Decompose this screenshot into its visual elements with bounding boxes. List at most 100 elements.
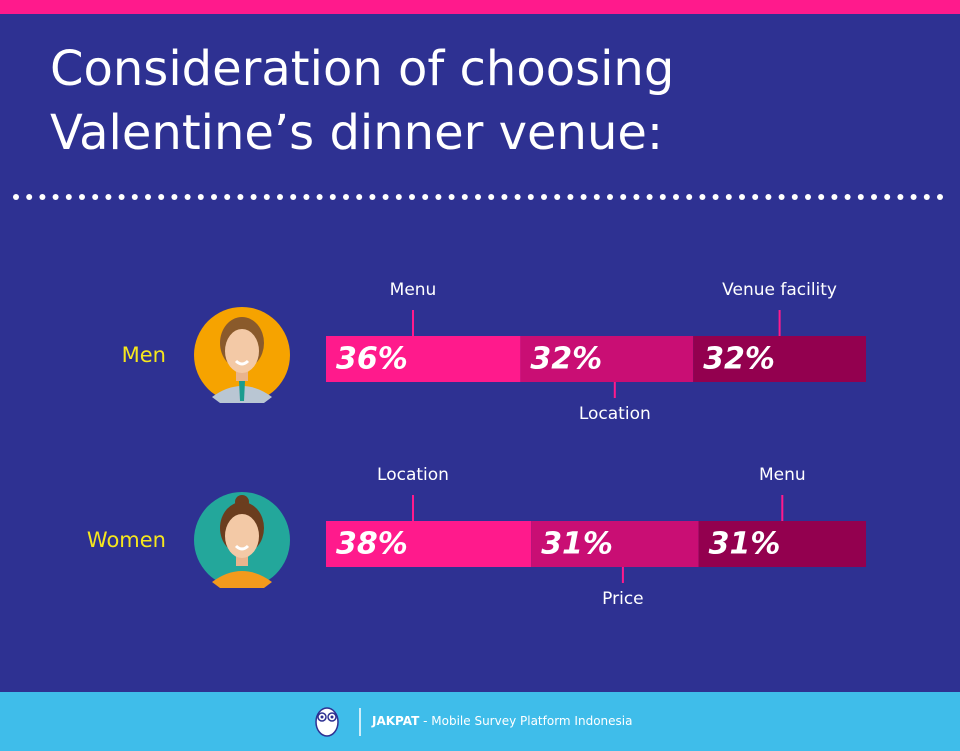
- dot: [461, 194, 468, 200]
- dot: [343, 194, 349, 200]
- value-label: 32%: [530, 342, 602, 377]
- dot: [646, 194, 653, 200]
- dot: [316, 194, 323, 200]
- value-label: 36%: [336, 342, 408, 377]
- dot: [26, 194, 33, 200]
- dot: [580, 194, 587, 200]
- dot: [263, 194, 270, 200]
- title-line: Valentine’s dinner venue:: [50, 105, 663, 161]
- dot: [725, 194, 732, 200]
- bar-segment: [520, 336, 694, 382]
- footer-bar: [0, 692, 960, 751]
- avatar-tie: [239, 381, 245, 401]
- dot: [290, 194, 297, 200]
- dot: [422, 194, 429, 200]
- dot: [844, 194, 851, 200]
- bar-segment: [698, 521, 866, 567]
- bar-segment: [693, 336, 866, 382]
- value-label: 31%: [541, 527, 613, 562]
- dot: [527, 194, 534, 200]
- dot: [739, 194, 745, 200]
- dot: [593, 194, 600, 200]
- dot: [197, 194, 204, 200]
- segment-label: Venue facility: [722, 280, 837, 300]
- dot: [65, 194, 72, 200]
- dot: [805, 194, 811, 200]
- segment-label: Price: [602, 589, 643, 609]
- owl-logo: [315, 707, 339, 737]
- dot: [699, 194, 706, 200]
- avatar-face: [225, 329, 259, 373]
- avatar-smile: [234, 544, 250, 551]
- bar-segment: [531, 521, 699, 567]
- dot: [818, 194, 825, 200]
- dot: [752, 194, 759, 200]
- avatar: [194, 492, 290, 588]
- value-label: 31%: [709, 527, 781, 562]
- top-strip: [0, 0, 960, 14]
- dot: [607, 194, 613, 200]
- dot: [250, 194, 257, 200]
- dot: [409, 194, 415, 200]
- segment-label: Menu: [390, 280, 437, 300]
- dot: [105, 194, 112, 200]
- bar-segment: [326, 521, 532, 567]
- dot: [686, 194, 693, 200]
- dot: [765, 194, 772, 200]
- dot: [448, 194, 455, 200]
- dot: [382, 194, 389, 200]
- dot: [356, 194, 363, 200]
- dot: [158, 194, 165, 200]
- dot: [659, 194, 666, 200]
- dot: [897, 194, 904, 200]
- dot: [329, 194, 336, 200]
- title-line: Consideration of choosing: [50, 41, 674, 97]
- footer-brand: JAKPAT: [371, 714, 420, 728]
- dot: [224, 194, 231, 200]
- value-label: 38%: [336, 527, 408, 562]
- dot: [857, 194, 864, 200]
- dot: [435, 194, 442, 200]
- dot: [673, 194, 679, 200]
- dot: [118, 194, 125, 200]
- dotted-divider: [13, 194, 943, 200]
- dot: [92, 194, 99, 200]
- dot: [514, 194, 521, 200]
- dot: [712, 194, 719, 200]
- dot: [541, 194, 547, 200]
- dot: [923, 194, 930, 200]
- avatar-body: [212, 571, 272, 588]
- dot: [567, 194, 574, 200]
- avatar-smile: [234, 359, 250, 366]
- dot: [791, 194, 798, 200]
- row-label: Women: [87, 528, 166, 552]
- segment-label: Menu: [759, 465, 806, 485]
- dot: [39, 194, 46, 200]
- dot: [475, 194, 481, 200]
- dot: [145, 194, 151, 200]
- dot: [131, 194, 138, 200]
- dot: [910, 194, 917, 200]
- dot: [184, 194, 191, 200]
- dot: [884, 194, 891, 200]
- avatar: [194, 307, 290, 403]
- dot: [871, 194, 877, 200]
- dot: [831, 194, 838, 200]
- dot: [937, 194, 943, 200]
- dot: [501, 194, 508, 200]
- dot: [237, 194, 244, 200]
- avatar-face: [225, 514, 259, 558]
- segment-label: Location: [579, 404, 651, 424]
- row-label: Men: [122, 343, 166, 367]
- dot: [52, 194, 59, 200]
- segment-label: Location: [377, 465, 449, 485]
- dot: [277, 194, 283, 200]
- dot: [211, 194, 217, 200]
- dot: [303, 194, 310, 200]
- dot: [369, 194, 376, 200]
- footer-tagline: - Mobile Survey Platform Indonesia: [423, 714, 632, 728]
- bar-segment: [326, 336, 521, 382]
- dot: [488, 194, 495, 200]
- dot: [554, 194, 561, 200]
